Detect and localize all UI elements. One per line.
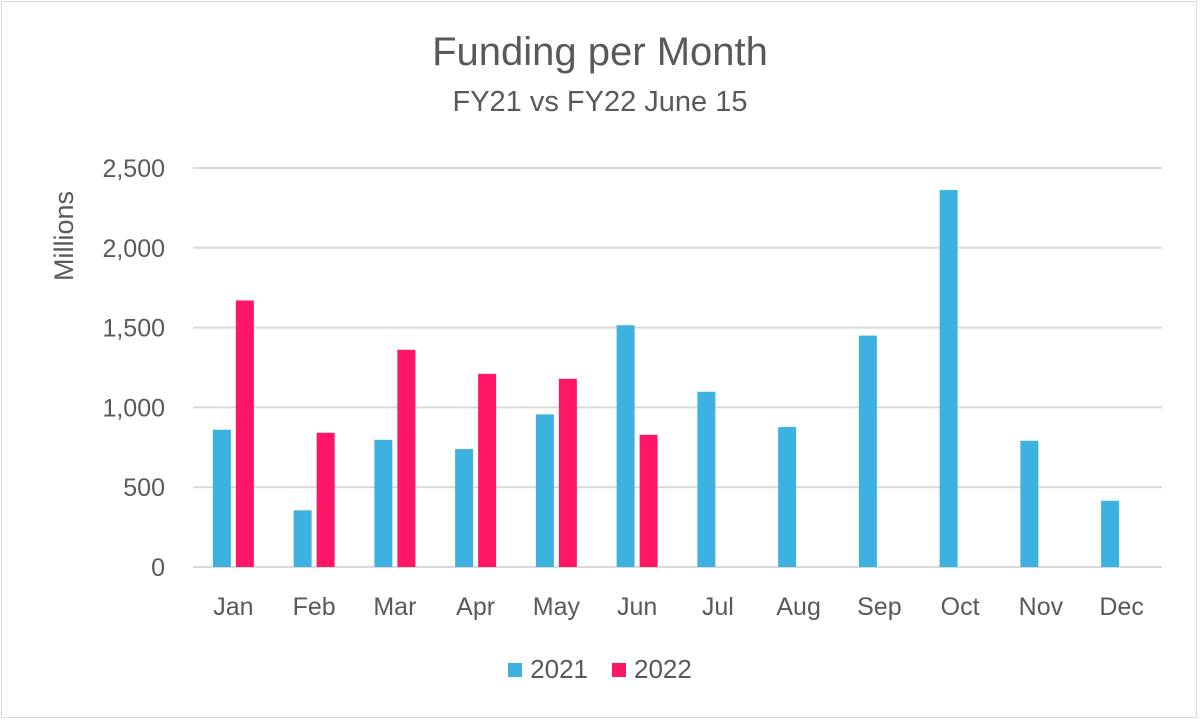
y-tick-label: 2,500 [102,155,165,183]
x-tick-label: May [533,593,581,621]
bar-2021-Oct [939,190,958,568]
legend-label: 2022 [634,654,692,684]
legend-swatch [612,662,626,677]
x-tick-label: Oct [941,593,980,621]
bar-2021-Jun [616,325,635,567]
y-tick-label: 1,500 [102,315,165,343]
bar-2021-May [535,414,554,567]
bar-2021-Mar [374,439,393,567]
x-tick-label: Jul [702,593,734,621]
x-tick-label: Jan [213,593,253,621]
y-tick-label: 2,000 [102,235,165,263]
bar-2021-Apr [455,449,474,567]
bar-2021-Sep [858,335,877,567]
bar-2021-Nov [1020,440,1039,567]
x-tick-label: Nov [1019,593,1064,621]
x-tick-label: Apr [456,593,495,621]
bar-2022-Apr [478,373,497,567]
x-tick-label: Mar [373,593,416,621]
y-tick-label: 1,000 [102,394,165,422]
bar-2021-Jul [697,391,716,567]
bar-2022-Jun [639,434,658,567]
y-tick-label: 0 [151,554,165,582]
legend-item-2021: 2021 [508,654,588,685]
bar-2022-Jan [235,300,254,567]
x-tick-label: Feb [293,593,336,621]
bar-2021-Jan [212,429,231,567]
bar-2021-Aug [778,427,797,567]
x-tick-label: Sep [857,593,901,621]
x-tick-label: Jun [617,593,657,621]
y-tick-label: 500 [123,474,165,502]
chart-title: Funding per Month [432,30,768,74]
bar-2022-May [558,378,577,567]
legend-item-2022: 2022 [612,654,692,685]
chart-subtitle: FY21 vs FY22 June 15 [452,86,748,118]
x-tick-label: Aug [776,593,820,621]
bar-2021-Dec [1101,500,1120,567]
legend-swatch [508,662,523,677]
bar-2022-Mar [397,349,416,567]
legend-label: 2021 [530,654,588,684]
x-tick-label: Dec [1099,593,1143,621]
y-axis-label: Millions [49,191,79,281]
legend: 2021 2022 [0,654,1200,685]
bar-2021-Feb [293,510,312,567]
bar-2022-Feb [316,432,335,567]
